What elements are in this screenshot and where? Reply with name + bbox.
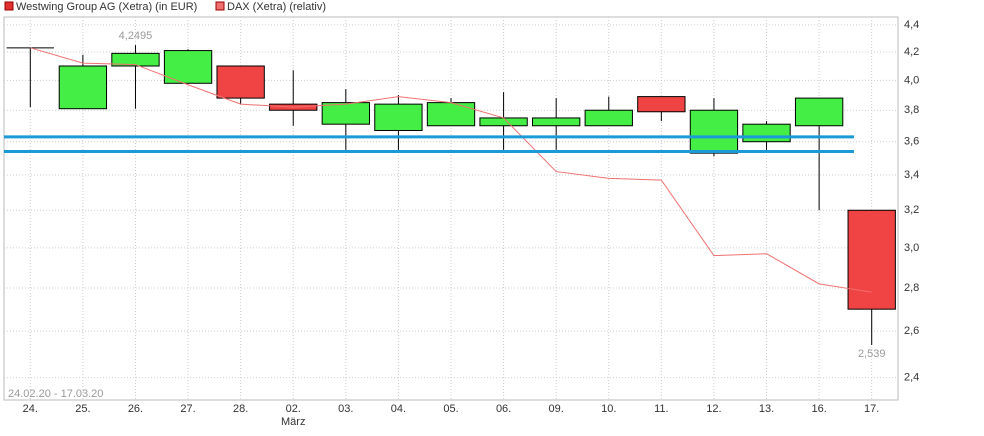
candle-body [111,52,160,67]
x-tick-label: 06. [496,403,511,415]
x-tick-label: 25. [75,403,90,415]
y-tick-label: 2,8 [904,282,919,294]
y-tick-label: 4,4 [904,19,919,31]
x-tick-label: 11. [654,403,668,415]
y-tick-label: 3,8 [904,104,919,116]
x-tick-label: 24. [23,403,38,415]
candle-body [58,65,108,110]
candle-body [426,102,476,127]
value-label: 2,539 [858,348,886,360]
x-tick-label: 28. [233,403,248,415]
x-tick-label: 27. [180,403,195,415]
y-tick-label: 3,6 [904,136,919,148]
legend-label: DAX (Xetra) (relativ) [227,1,326,13]
legend-swatch [4,1,14,11]
x-tick-label: 12. [706,403,721,415]
candle-body [321,102,370,125]
candle-body [532,117,581,127]
x-tick-label: 16. [811,403,826,415]
candle-body [847,209,896,310]
x-tick-label: 13. [759,403,774,415]
x-tick-label: 26. [128,403,143,415]
dax-line [30,47,872,293]
y-tick-label: 3,0 [904,242,919,254]
y-tick-label: 3,2 [904,204,919,216]
x-tick-label: 02. [286,403,301,415]
candle-body [689,109,739,154]
candle-body [742,123,791,143]
candle-body [794,97,844,127]
candle-body [637,96,686,113]
x-tick-label: 05. [443,403,458,415]
legend-label: Westwing Group AG (Xetra) (in EUR) [16,1,197,13]
candle-body [374,103,423,131]
x-tick-label: 03. [338,403,353,415]
y-tick-label: 2,6 [904,325,919,337]
candle-body [163,50,213,84]
y-tick-label: 4,0 [904,74,919,86]
y-tick-label: 4,2 [904,46,919,58]
legend-swatch [215,1,225,11]
x-tick-label: 10. [601,403,616,415]
candle-body [584,109,633,127]
x-tick-label: 04. [391,403,406,415]
x-tick-label: 09. [549,403,564,415]
candle-body [479,117,528,127]
y-tick-label: 3,4 [904,169,919,181]
value-label: 4,2495 [119,30,153,42]
x-tick-label: 17. [864,403,879,415]
y-tick-label: 2,4 [904,372,919,384]
date-range: 24.02.20 - 17.03.20 [8,388,103,400]
month-label: März [281,416,305,428]
candle-body [216,65,265,99]
